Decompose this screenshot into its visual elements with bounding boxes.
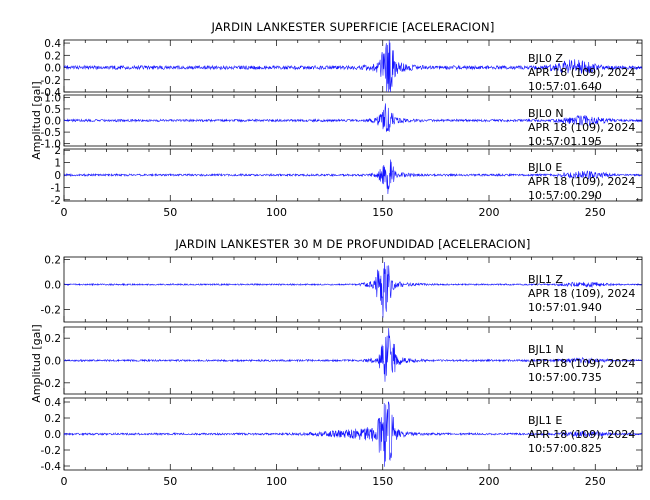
y-tick-label: -0.2 <box>41 445 62 457</box>
y-tick-label: -0.2 <box>41 378 62 390</box>
station-channel-label: BJL1 Z <box>528 273 563 286</box>
x-tick-label: 50 <box>163 475 177 488</box>
y-axis-label: Amplitud [gal] <box>30 324 43 402</box>
chart-title: JARDIN LANKESTER SUPERFICIE [ACELERACION… <box>210 20 494 34</box>
waveform-trace <box>63 401 643 467</box>
y-tick-label: -0.2 <box>41 75 62 87</box>
y-tick-label: 0.2 <box>44 255 61 267</box>
y-tick-label: -1 <box>51 182 61 194</box>
x-tick-label: 0 <box>61 475 68 488</box>
record-time-label: 10:57:00.825 <box>528 442 602 455</box>
x-tick-label: 50 <box>163 206 177 219</box>
station-channel-label: BJL0 N <box>528 107 564 120</box>
y-tick-label: 0.0 <box>44 63 61 75</box>
record-time-label: 10:57:00.290 <box>528 189 602 202</box>
record-date-label: APR 18 (109), 2024 <box>528 287 635 300</box>
y-axis-label: Amplitud [gal] <box>30 81 43 159</box>
y-tick-label: 1.0 <box>44 92 61 104</box>
y-tick-label: -2 <box>51 195 61 207</box>
waveform-trace <box>63 39 643 93</box>
record-date-label: APR 18 (109), 2024 <box>528 428 635 441</box>
record-date-label: APR 18 (109), 2024 <box>528 66 635 79</box>
chart-superficie: JARDIN LANKESTER SUPERFICIE [ACELERACION… <box>30 20 643 219</box>
x-tick-label: 100 <box>266 475 287 488</box>
waveform-trace <box>63 328 643 382</box>
record-date-label: APR 18 (109), 2024 <box>528 357 635 370</box>
y-tick-label: 0.2 <box>44 413 61 425</box>
y-tick-label: 0.2 <box>44 50 61 62</box>
y-tick-label: 0.0 <box>44 356 61 368</box>
y-tick-label: 0 <box>54 170 61 182</box>
record-time-label: 10:57:01.940 <box>528 301 602 314</box>
y-tick-label: 0.2 <box>44 333 61 345</box>
y-tick-label: -0.4 <box>41 87 62 99</box>
waveform-trace <box>63 159 643 195</box>
panel-frame <box>63 256 643 323</box>
y-tick-label: -0.4 <box>41 461 62 473</box>
x-tick-label: 200 <box>479 475 500 488</box>
record-date-label: APR 18 (109), 2024 <box>528 121 635 134</box>
x-tick-label: 0 <box>61 206 68 219</box>
station-channel-label: BJL0 E <box>528 161 562 174</box>
y-tick-label: 0.4 <box>44 397 61 409</box>
x-tick-label: 150 <box>372 475 393 488</box>
record-date-label: APR 18 (109), 2024 <box>528 175 635 188</box>
waveform-trace <box>63 103 643 133</box>
chart-profundidad: JARDIN LANKESTER 30 M DE PROFUNDIDAD [AC… <box>30 237 643 488</box>
x-tick-label: 100 <box>266 206 287 219</box>
y-tick-label: 1 <box>54 158 61 170</box>
record-time-label: 10:57:01.195 <box>528 135 602 148</box>
station-channel-label: BJL0 Z <box>528 52 563 65</box>
y-tick-label: -0.2 <box>41 305 62 317</box>
y-tick-label: 0.4 <box>44 38 61 50</box>
y-tick-label: -1.0 <box>41 139 62 151</box>
x-tick-label: 250 <box>585 475 606 488</box>
y-tick-label: 0.0 <box>44 280 61 292</box>
station-channel-label: BJL1 N <box>528 343 564 356</box>
y-tick-label: 2 <box>54 145 61 157</box>
chart-title: JARDIN LANKESTER 30 M DE PROFUNDIDAD [AC… <box>174 237 530 251</box>
x-tick-label: 150 <box>372 206 393 219</box>
x-tick-label: 200 <box>479 206 500 219</box>
record-time-label: 10:57:01.640 <box>528 80 602 93</box>
y-tick-label: -0.5 <box>41 127 62 139</box>
y-tick-label: 0.0 <box>44 116 61 128</box>
record-time-label: 10:57:00.735 <box>528 371 602 384</box>
panel-frame <box>63 39 643 93</box>
y-tick-label: 0.5 <box>44 104 61 116</box>
y-tick-label: 0.0 <box>44 429 61 441</box>
waveform-trace <box>63 261 642 318</box>
station-channel-label: BJL1 E <box>528 414 562 427</box>
x-tick-label: 250 <box>585 206 606 219</box>
